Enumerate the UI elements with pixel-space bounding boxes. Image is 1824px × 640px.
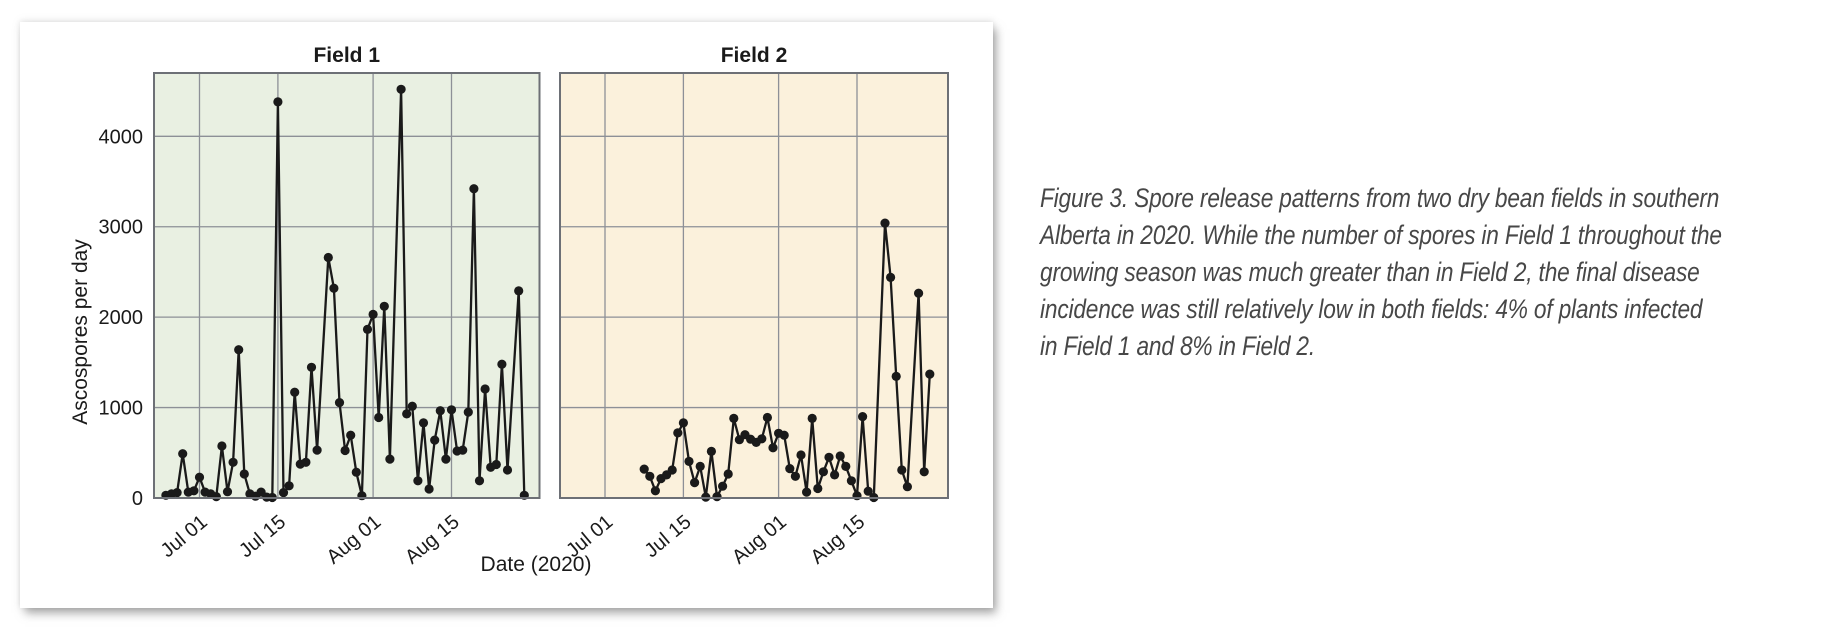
y-tick-label: 0 bbox=[132, 488, 143, 510]
panel-field-1: Field 1 Jul 01 Jul 15 Aug 01 Aug 15 0 1000 2000… bbox=[99, 44, 541, 569]
figure-card: Field 1 Jul 01 Jul 15 Aug 01 Aug 15 0 1000 2000… bbox=[20, 22, 993, 608]
caption-line-4: incidence was still relatively low in bo… bbox=[1040, 294, 1703, 324]
y-tick-label: 4000 bbox=[99, 126, 144, 148]
y-tick-label: 2000 bbox=[99, 307, 144, 329]
x-tick-label: Aug 15 bbox=[401, 511, 464, 569]
panel-title: Field 1 bbox=[313, 44, 380, 67]
x-tick-label: Jul 15 bbox=[235, 511, 290, 562]
x-tick-label: Jul 01 bbox=[157, 511, 212, 562]
x-tick-label: Aug 01 bbox=[323, 511, 386, 569]
panel-title: Field 2 bbox=[721, 44, 788, 67]
caption-line-3: growing season was much greater than in … bbox=[1040, 257, 1700, 287]
caption-line-2: Alberta in 2020. While the number of spo… bbox=[1040, 220, 1722, 250]
x-tick-label: Aug 15 bbox=[807, 511, 870, 569]
spore-release-charts: Field 1 Jul 01 Jul 15 Aug 01 Aug 15 0 1000 2000… bbox=[69, 44, 949, 576]
figure-caption: Figure 3. Spore release patterns from tw… bbox=[1040, 180, 1722, 365]
x-axis-label: Date (2020) bbox=[481, 553, 592, 576]
caption-line-5: in Field 1 and 8% in Field 2. bbox=[1040, 331, 1316, 361]
x-tick-label: Jul 15 bbox=[641, 511, 696, 562]
caption-line-1: Figure 3. Spore release patterns from tw… bbox=[1040, 183, 1720, 213]
y-tick-label: 1000 bbox=[99, 398, 144, 420]
y-axis-label: Ascospores per day bbox=[69, 239, 92, 425]
y-tick-label: 3000 bbox=[99, 217, 144, 239]
x-tick-label: Aug 01 bbox=[728, 511, 791, 569]
